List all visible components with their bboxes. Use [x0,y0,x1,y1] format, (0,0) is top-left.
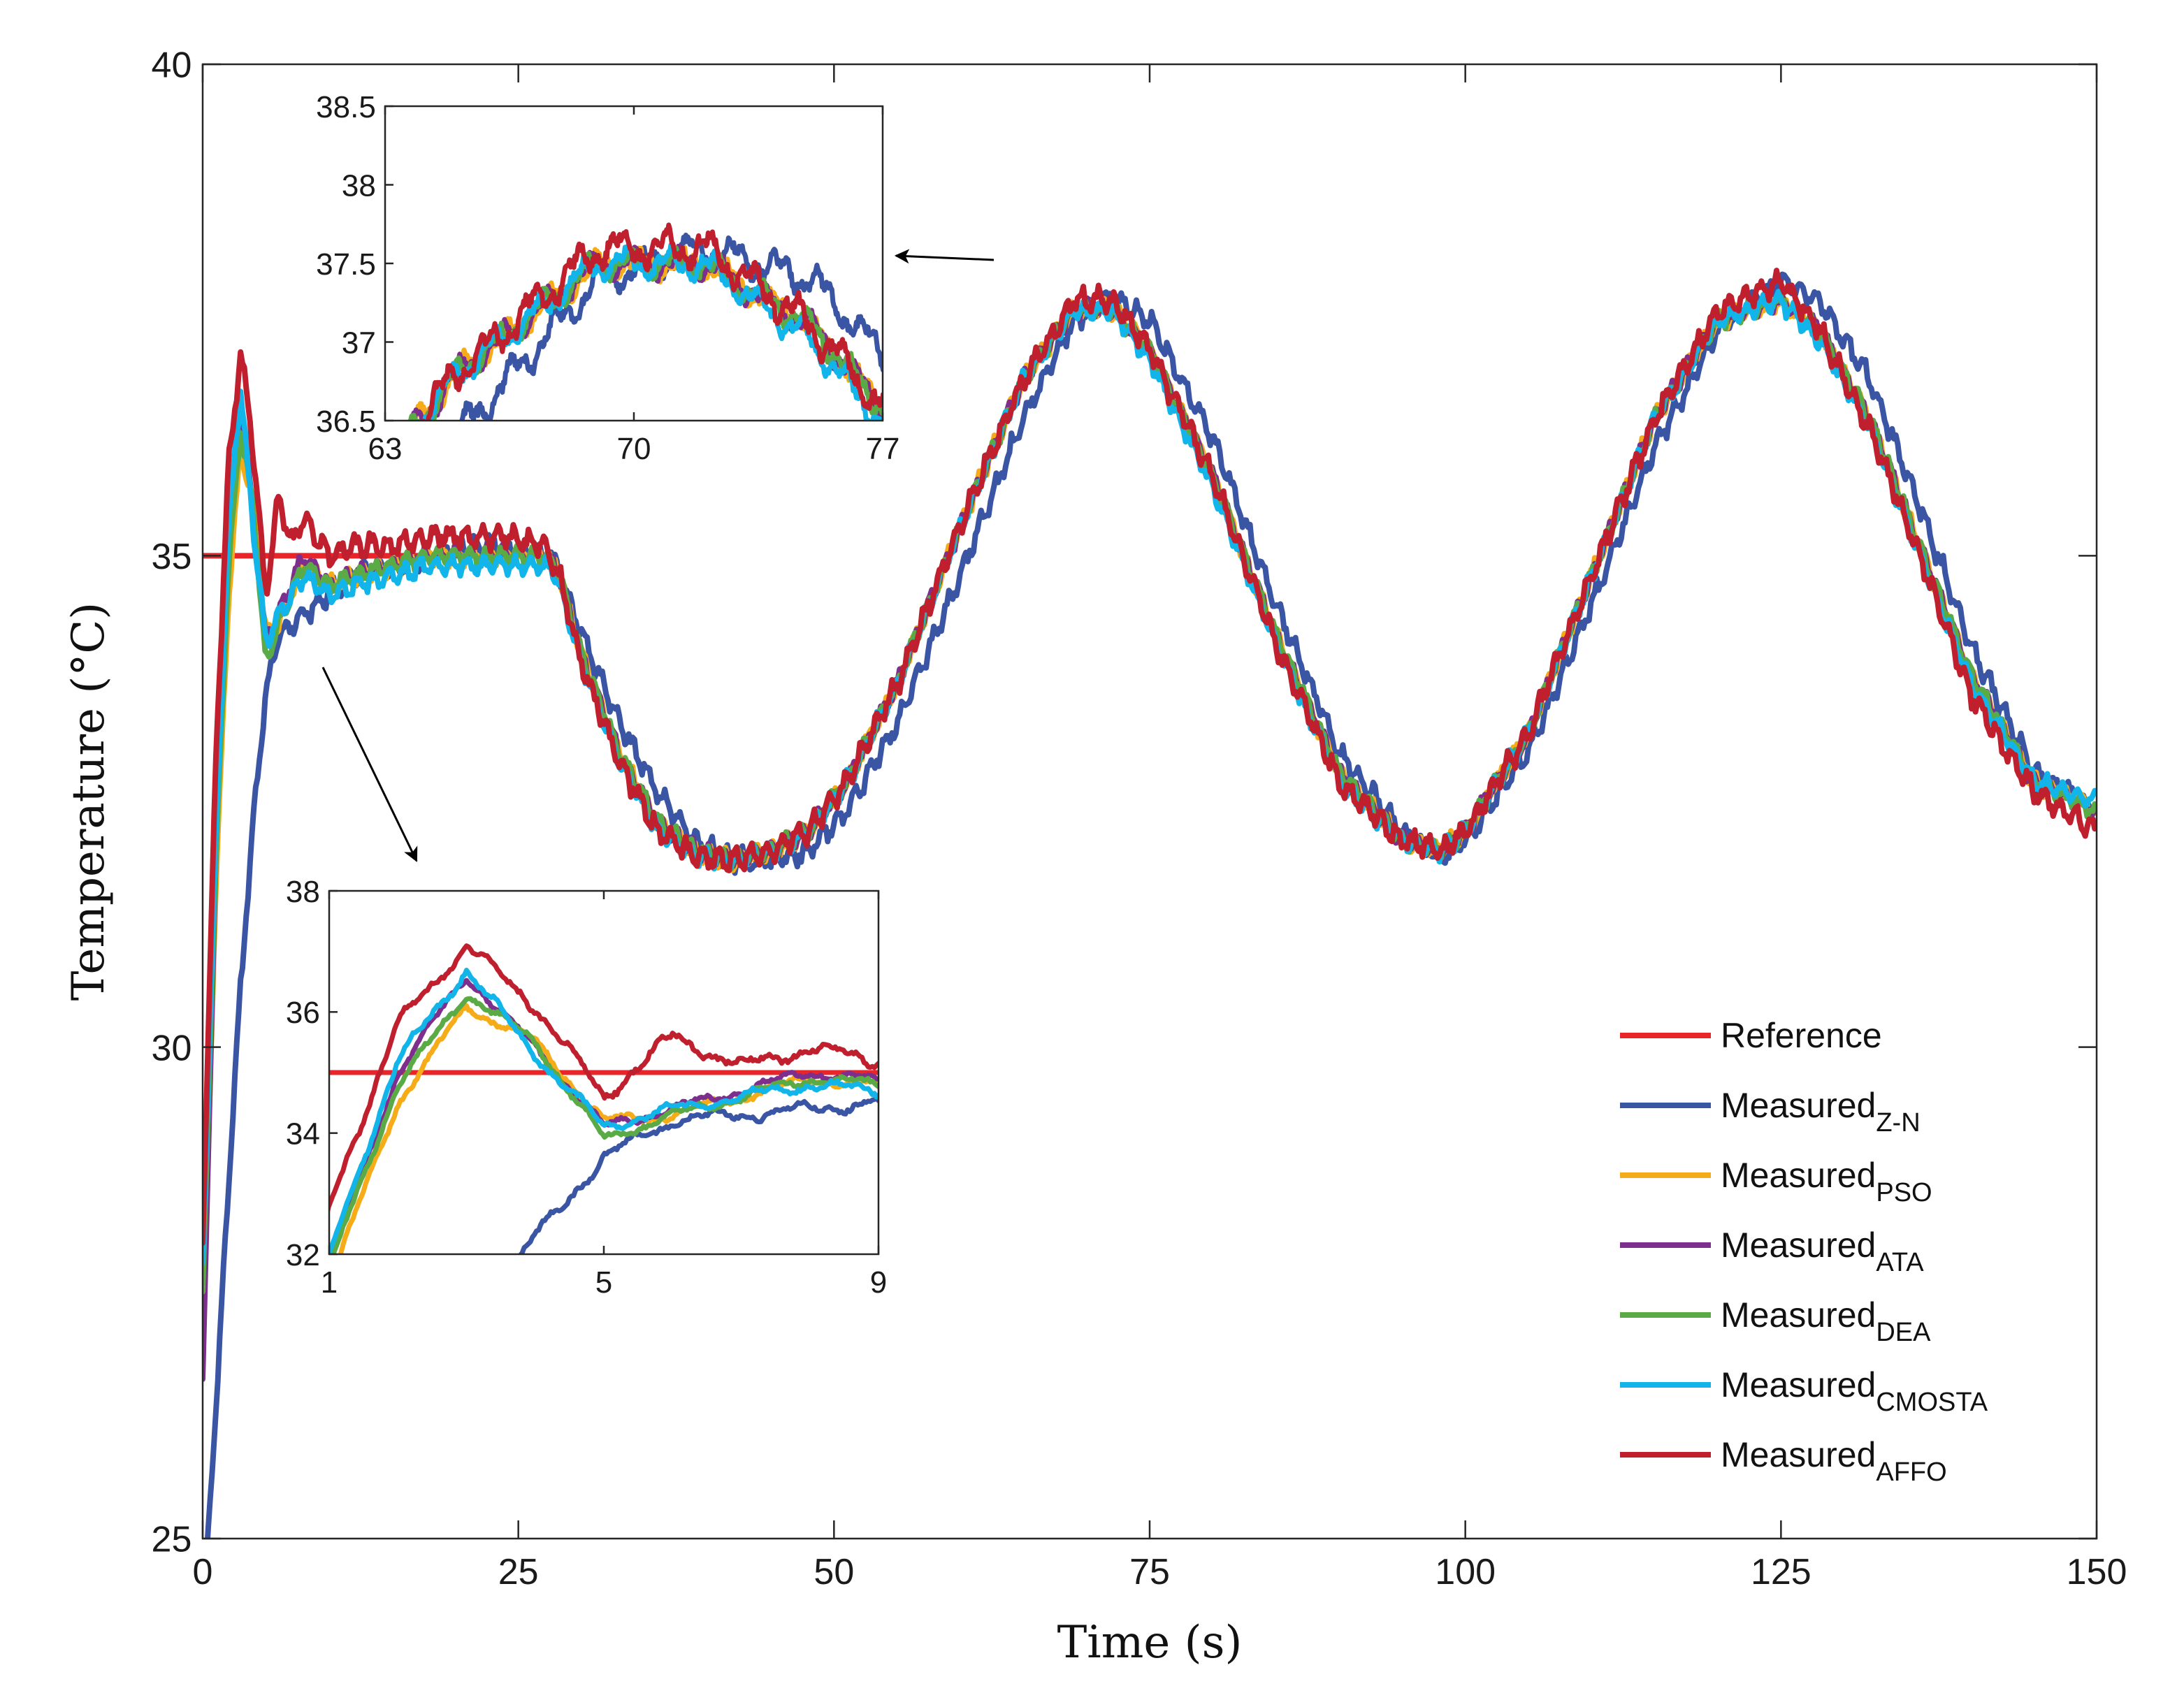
inset-63-77-x-tick-label: 70 [617,432,651,466]
main-x-tick-label: 150 [2067,1552,2127,1592]
inset-63-77-series-z-n [459,233,883,421]
main-y-tick-label: 25 [152,1520,192,1560]
inset-1-9-x-tick-label: 1 [321,1265,338,1300]
main-x-tick-label: 0 [193,1552,213,1592]
inset-1-9-series-dea [331,996,878,1254]
inset-1-9-y-tick-label: 32 [286,1238,320,1272]
main-y-tick-label: 35 [152,537,192,577]
legend: ReferenceMeasuredZ-NMeasuredPSOMeasuredA… [1607,1006,2055,1487]
legend-label-reference: Reference [1721,1016,1882,1055]
inset-63-77-pointer-arrow [894,249,995,264]
inset-1-9-y-tick-label: 34 [286,1117,320,1151]
inset-1-9-y-tick-label: 36 [286,996,320,1030]
main-x-tick-label: 75 [1129,1552,1170,1592]
inset-63-77-y-tick-label: 38.5 [316,90,376,124]
inset-63-77-series-affo [405,222,883,421]
main-x-tick-label: 125 [1751,1552,1811,1592]
inset-63-77-y-tick-label: 36.5 [316,405,376,439]
inset-1-9-y-tick-label: 38 [286,875,320,909]
inset-1-9-x-tick-label: 9 [870,1265,887,1300]
main-x-tick-label: 100 [1435,1552,1496,1592]
inset-1-9-series-z-n [518,1096,878,1254]
inset-63-77-y-tick-label: 37 [342,326,376,360]
inset-63-77-y-tick-label: 37.5 [316,247,376,282]
inset-1-9-x-tick-label: 5 [595,1265,612,1300]
inset-63-77-x-tick-label: 77 [866,432,900,466]
inset-63-77-series-cmosta [412,242,883,421]
inset-1-9-series-cmosta [329,968,878,1254]
inset-1-9-series-affo [329,943,878,1216]
main-series-affo [203,268,2097,1246]
inset-zoom-1-9: 1 5 9 32 34 36 38 [286,875,887,1300]
inset-63-77-x-tick-label: 63 [368,432,403,466]
inset-1-9-pointer-arrow [321,667,418,862]
main-x-tick-label: 50 [813,1552,854,1592]
main-x-tick-label: 25 [498,1552,539,1592]
y-axis-title: Temperature (°C) [63,602,115,1001]
inset-zoom-63-77: 63 70 77 36.5 37 37.5 38 38.5 [316,90,900,466]
x-axis-title: Time (s) [1057,1617,1243,1669]
main-y-tick-label: 40 [152,45,192,86]
inset-63-77-y-tick-label: 38 [342,168,376,203]
main-y-tick-label: 30 [152,1028,192,1068]
legend-background [1607,1006,2055,1474]
